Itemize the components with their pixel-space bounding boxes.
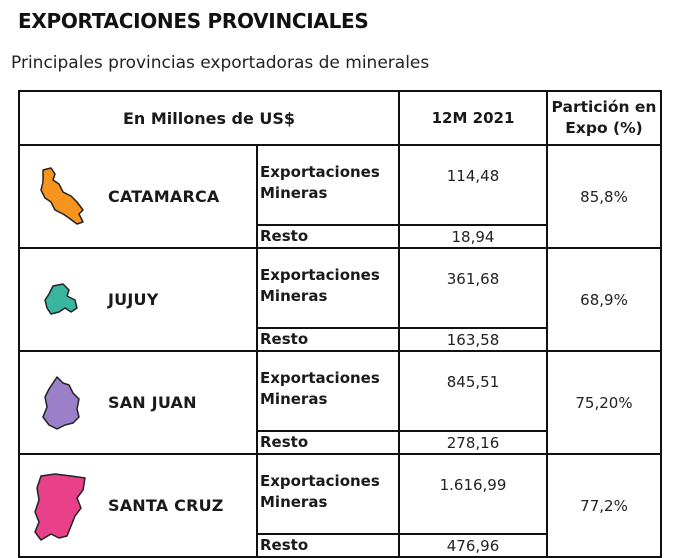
header-period: 12M 2021	[398, 90, 548, 146]
table-row: CATAMARCA Exportaciones Mineras 114,48 8…	[18, 144, 662, 249]
exports-value: 845,51	[398, 350, 548, 432]
exports-value: 361,68	[398, 247, 548, 329]
jujuy-map-icon	[30, 265, 92, 335]
table-header-row: En Millones de US$ 12M 2021 Partición en…	[18, 90, 662, 146]
exports-value: 114,48	[398, 144, 548, 226]
table-row: SAN JUAN Exportaciones Mineras 845,51 75…	[18, 350, 662, 455]
table-row: JUJUY Exportaciones Mineras 361,68 68,9%	[18, 247, 662, 352]
province-cell: CATAMARCA	[18, 144, 258, 249]
san-juan-map-icon	[30, 368, 92, 438]
province-cell: SAN JUAN	[18, 350, 258, 455]
exports-table: En Millones de US$ 12M 2021 Partición en…	[18, 90, 662, 558]
table-row: Resto 18,94	[19, 224, 661, 249]
table-row: Resto 278,16	[19, 430, 661, 455]
share-value: 68,9%	[546, 247, 662, 352]
share-value: 85,8%	[546, 144, 662, 249]
province-cell: SANTA CRUZ	[18, 453, 258, 558]
share-value: 77,2%	[546, 453, 662, 558]
exports-label: Exportaciones Mineras	[256, 453, 400, 535]
page-subtitle: Principales provincias exportadoras de m…	[11, 53, 430, 73]
table-row: Resto 163,58	[19, 327, 661, 352]
province-name: CATAMARCA	[108, 187, 220, 206]
table-row: SANTA CRUZ Exportaciones Mineras 1.616,9…	[18, 453, 662, 558]
exports-label: Exportaciones Mineras	[256, 144, 400, 226]
exports-value: 1.616,99	[398, 453, 548, 535]
province-name: SANTA CRUZ	[108, 496, 224, 515]
exports-label: Exportaciones Mineras	[256, 247, 400, 329]
rest-value: 18,94	[398, 224, 548, 249]
province-name: SAN JUAN	[108, 393, 197, 412]
rest-value: 163,58	[398, 327, 548, 352]
share-value: 75,20%	[546, 350, 662, 455]
header-share: Partición en Expo (%)	[546, 90, 662, 146]
province-cell: JUJUY	[18, 247, 258, 352]
rest-label: Resto	[256, 327, 400, 352]
rest-value: 278,16	[398, 430, 548, 455]
santa-cruz-map-icon	[30, 471, 92, 541]
province-name: JUJUY	[108, 290, 159, 309]
exports-label: Exportaciones Mineras	[256, 350, 400, 432]
rest-label: Resto	[256, 430, 400, 455]
header-unit: En Millones de US$	[18, 90, 400, 146]
catamarca-map-icon	[30, 162, 92, 232]
page-title: EXPORTACIONES PROVINCIALES	[18, 9, 369, 33]
rest-label: Resto	[256, 224, 400, 249]
